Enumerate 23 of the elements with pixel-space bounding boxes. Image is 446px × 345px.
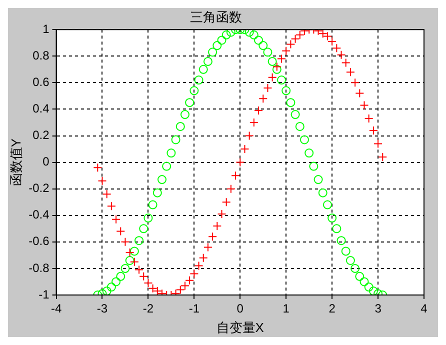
x-tick-label: 1 — [282, 302, 290, 316]
y-tick-label: 1 — [42, 22, 50, 36]
x-tick-label: -3 — [96, 302, 108, 316]
x-tick-label: -1 — [188, 302, 200, 316]
y-tick-label: -0.8 — [28, 260, 50, 275]
y-tick-label: -0.4 — [28, 208, 50, 222]
y-tick-label: 0.4 — [32, 102, 50, 116]
x-tick-label: 4 — [420, 302, 428, 316]
x-tick-label: -2 — [142, 302, 154, 316]
x-tick-label: 3 — [374, 302, 382, 316]
y-tick-label: 0.6 — [32, 74, 50, 89]
x-axis-title: 自变量X — [216, 320, 264, 335]
x-tick-label: -4 — [50, 302, 62, 316]
y-tick-label: -1 — [38, 287, 50, 302]
x-tick-label: 2 — [328, 302, 336, 316]
y-axis-title: 函数值Y — [8, 138, 24, 186]
y-tick-label: 0.2 — [32, 128, 50, 142]
y-tick-label: -0.2 — [28, 181, 50, 196]
y-tick-label: 0 — [42, 154, 50, 169]
y-tick-label: 0.8 — [32, 48, 50, 62]
chart-title: 三角函数 — [190, 9, 242, 24]
y-tick-label: -0.6 — [28, 234, 50, 248]
x-tick-label: 0 — [236, 302, 244, 316]
